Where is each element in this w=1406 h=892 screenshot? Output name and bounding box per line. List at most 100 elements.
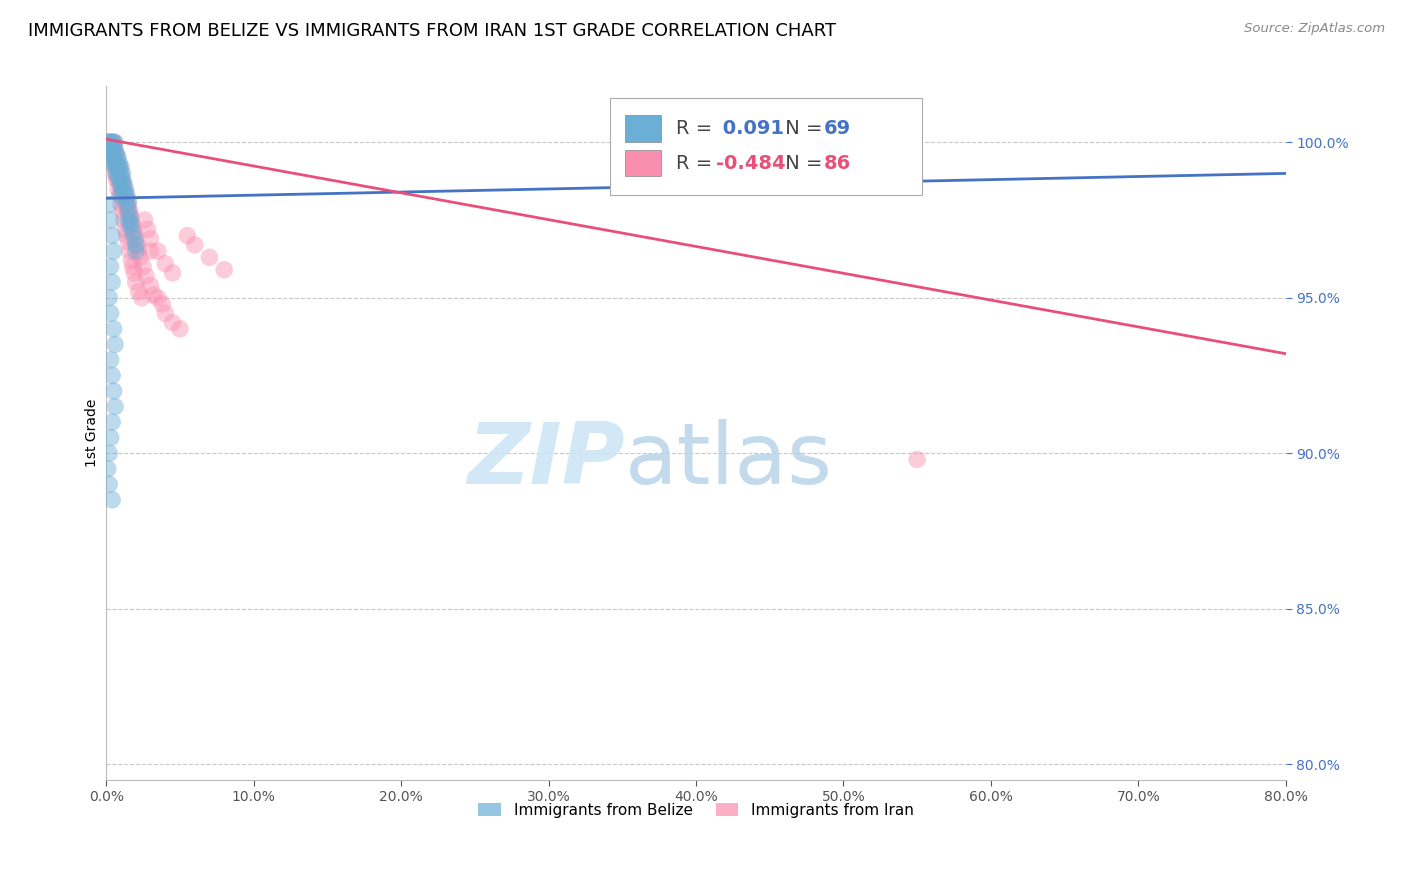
- Point: [98, 136, 121, 150]
- Point: [108, 166, 131, 180]
- Text: -0.484: -0.484: [716, 153, 786, 173]
- Point: [103, 322, 125, 336]
- Point: [115, 191, 138, 205]
- Point: [101, 415, 124, 429]
- Point: [117, 235, 139, 249]
- Point: [100, 260, 122, 274]
- Point: [110, 166, 132, 180]
- Point: [103, 151, 125, 165]
- Point: [112, 185, 135, 199]
- Point: [105, 157, 128, 171]
- Point: [110, 178, 132, 193]
- Point: [104, 337, 127, 351]
- Point: [107, 172, 129, 186]
- Point: [104, 151, 127, 165]
- Point: [111, 172, 134, 186]
- Point: [105, 172, 128, 186]
- Text: 0.091: 0.091: [716, 120, 785, 138]
- Point: [120, 216, 142, 230]
- Point: [125, 232, 148, 246]
- Point: [104, 136, 127, 150]
- Point: [98, 138, 121, 153]
- Point: [117, 194, 139, 209]
- Point: [111, 176, 134, 190]
- Point: [105, 166, 128, 180]
- Text: 69: 69: [824, 120, 851, 138]
- Point: [103, 157, 125, 171]
- Point: [103, 157, 125, 171]
- Point: [100, 142, 122, 156]
- Point: [129, 250, 152, 264]
- Point: [118, 244, 141, 259]
- Point: [104, 142, 127, 156]
- Point: [97, 136, 120, 150]
- Point: [122, 226, 145, 240]
- Point: [128, 285, 150, 299]
- Point: [98, 142, 121, 156]
- Point: [117, 203, 139, 218]
- Point: [139, 232, 162, 246]
- Point: [103, 142, 125, 156]
- Point: [112, 178, 135, 193]
- Point: [111, 185, 134, 199]
- Point: [121, 219, 143, 234]
- Point: [104, 160, 127, 174]
- Point: [110, 176, 132, 190]
- Point: [107, 163, 129, 178]
- Point: [104, 157, 127, 171]
- Point: [122, 232, 145, 246]
- Legend: Immigrants from Belize, Immigrants from Iran: Immigrants from Belize, Immigrants from …: [472, 797, 920, 824]
- Point: [125, 238, 148, 252]
- Point: [132, 260, 155, 274]
- Point: [111, 203, 134, 218]
- Point: [111, 182, 134, 196]
- Point: [100, 145, 122, 159]
- Text: 86: 86: [824, 153, 851, 173]
- Point: [104, 153, 127, 168]
- Text: R =: R =: [676, 120, 718, 138]
- Point: [97, 461, 120, 475]
- Point: [115, 188, 138, 202]
- Point: [118, 203, 141, 218]
- Text: IMMIGRANTS FROM BELIZE VS IMMIGRANTS FROM IRAN 1ST GRADE CORRELATION CHART: IMMIGRANTS FROM BELIZE VS IMMIGRANTS FRO…: [28, 22, 837, 40]
- Point: [107, 153, 129, 168]
- Point: [100, 136, 122, 150]
- Point: [103, 244, 125, 259]
- Point: [103, 136, 125, 150]
- Point: [212, 262, 235, 277]
- Point: [114, 194, 136, 209]
- Point: [150, 297, 173, 311]
- Point: [101, 147, 124, 161]
- Point: [100, 213, 122, 227]
- Point: [101, 147, 124, 161]
- Point: [101, 136, 124, 150]
- Point: [98, 197, 121, 211]
- Point: [107, 160, 129, 174]
- Text: atlas: atlas: [626, 419, 834, 502]
- Point: [101, 368, 124, 383]
- Point: [107, 182, 129, 196]
- Point: [155, 306, 177, 320]
- Point: [118, 210, 141, 224]
- Point: [110, 185, 132, 199]
- Point: [131, 291, 153, 305]
- Point: [121, 260, 143, 274]
- Point: [117, 197, 139, 211]
- Point: [198, 250, 221, 264]
- Point: [115, 228, 138, 243]
- Point: [98, 477, 121, 491]
- Text: R =: R =: [676, 153, 718, 173]
- Point: [100, 142, 122, 156]
- Point: [105, 166, 128, 180]
- Point: [155, 256, 177, 270]
- FancyBboxPatch shape: [610, 98, 922, 195]
- Point: [127, 238, 149, 252]
- Point: [117, 207, 139, 221]
- FancyBboxPatch shape: [626, 150, 661, 177]
- Point: [114, 182, 136, 196]
- Text: ZIP: ZIP: [468, 419, 626, 502]
- Point: [110, 160, 132, 174]
- Point: [108, 169, 131, 184]
- Point: [114, 191, 136, 205]
- Point: [146, 291, 169, 305]
